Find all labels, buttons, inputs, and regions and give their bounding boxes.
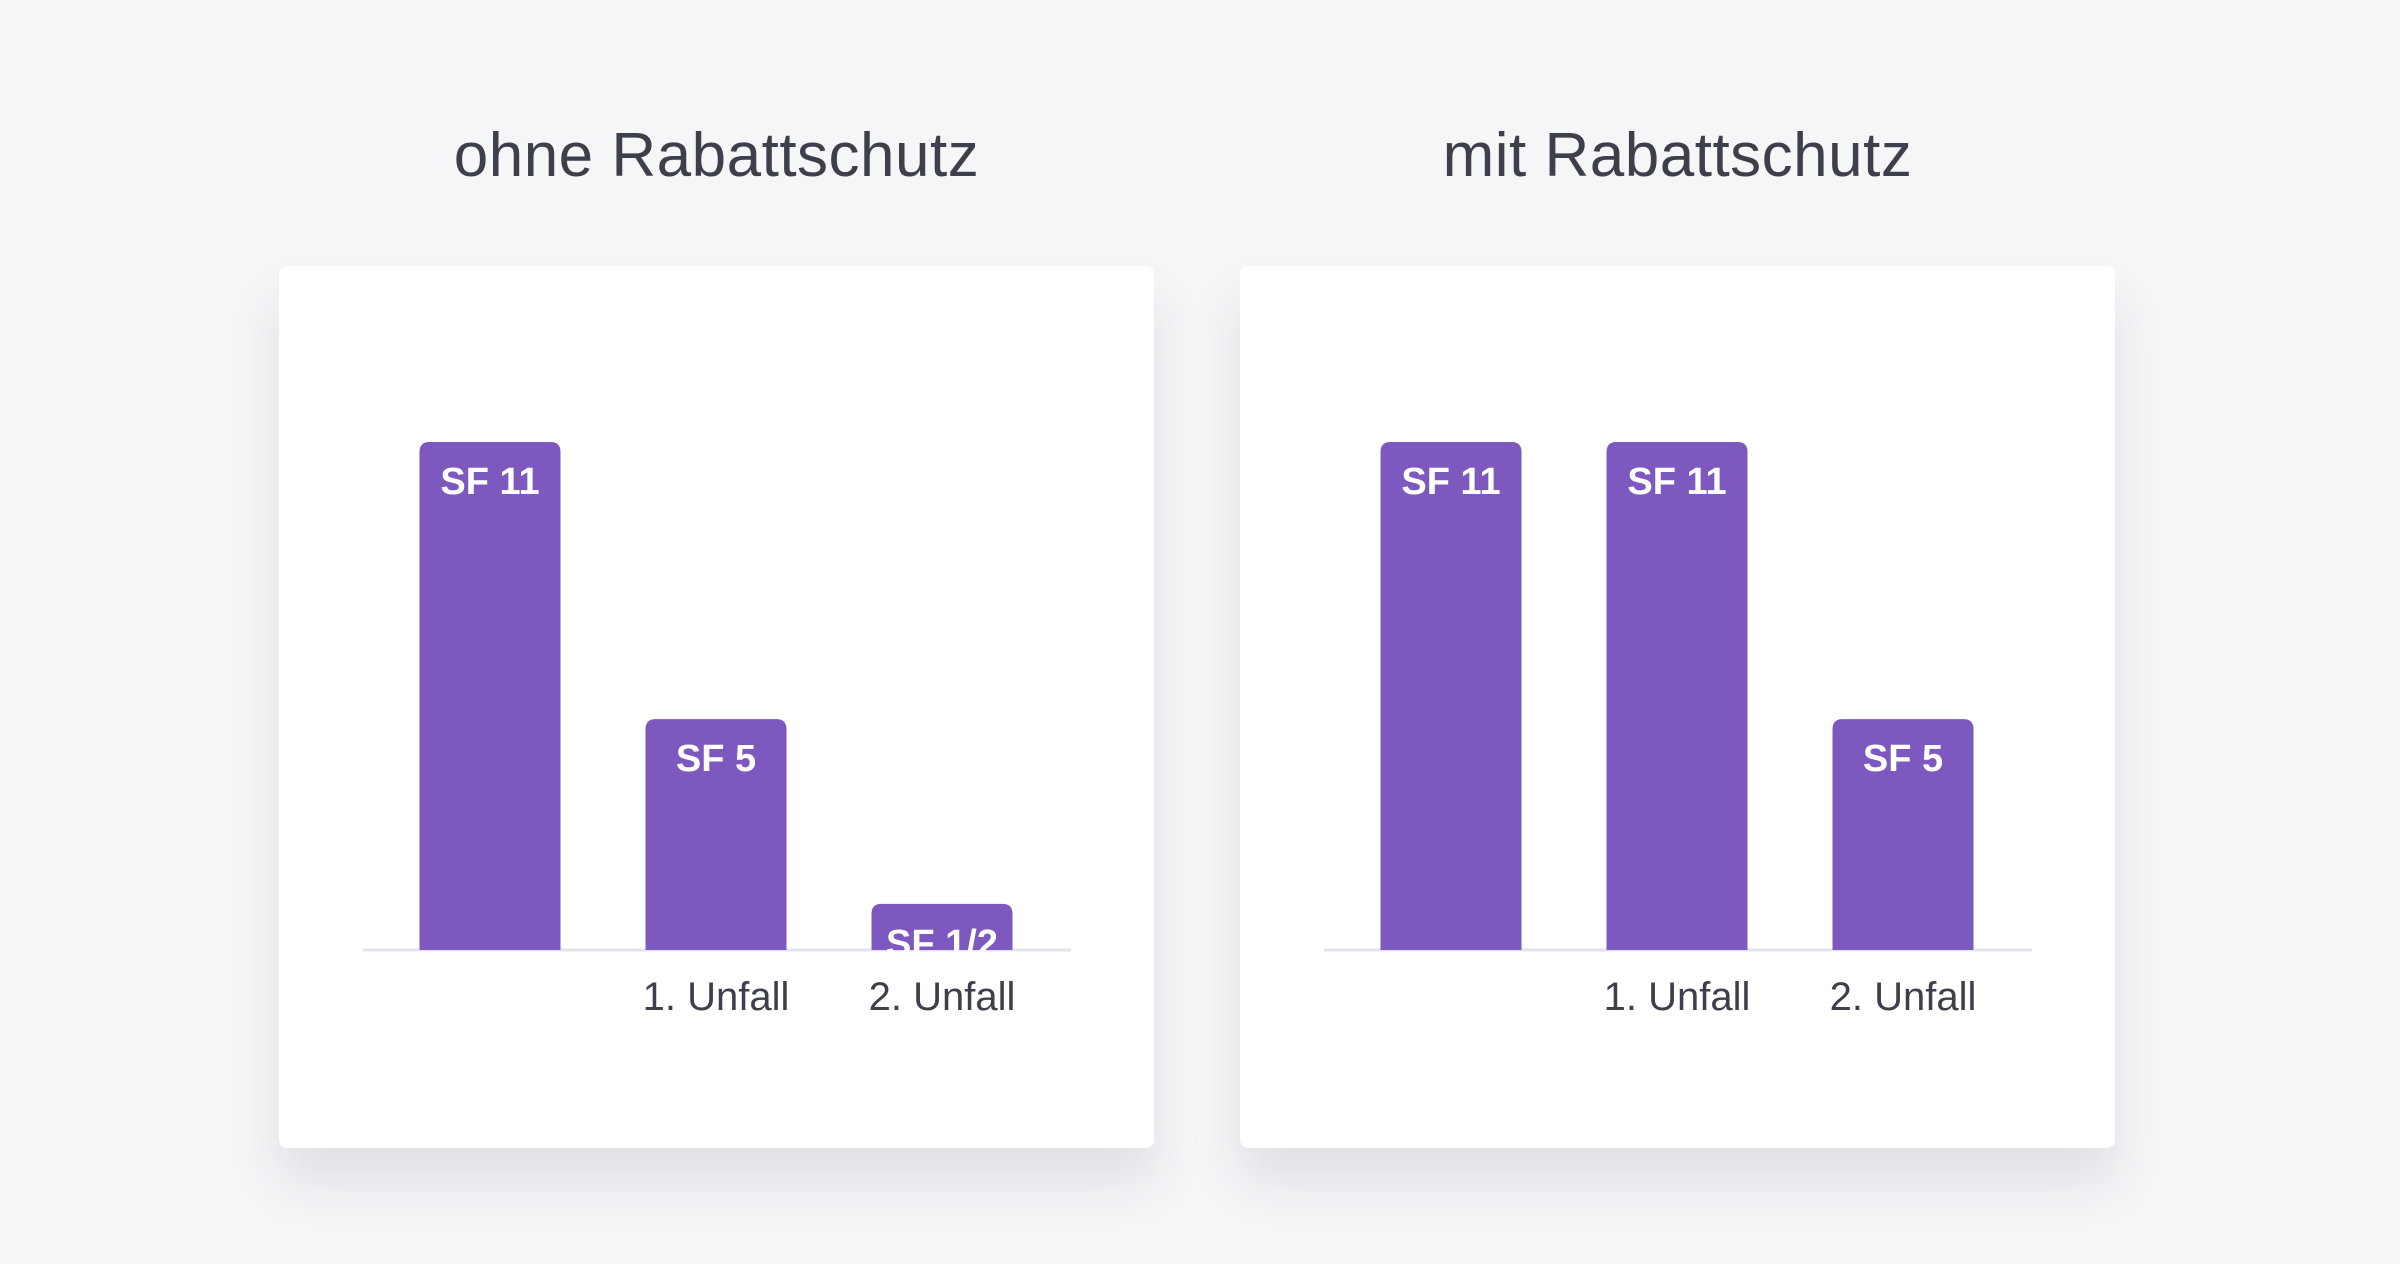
bar-value-label-1: SF 11 [1401, 461, 1500, 503]
bar-3 [871, 903, 1013, 950]
bar-value-label-2: SF 5 [676, 738, 756, 780]
category-label-3: 2. Unfall [1830, 975, 1977, 1019]
bar-value-label-1: SF 11 [440, 461, 539, 503]
bar-value-label-3: SF 1/2 [886, 923, 998, 965]
bar-value-label-3: SF 5 [1863, 738, 1943, 780]
chart-title-ohne-rabattschutz: ohne Rabattschutz [453, 121, 980, 190]
category-label-3: 2. Unfall [869, 975, 1016, 1019]
chart-card-ohne-rabattschutz: SF 11 SF 5 1. Unfall SF 1/2 2. Unfall [279, 266, 1154, 1148]
chart-card-mit-rabattschutz: SF 11 SF 11 1. Unfall SF 5 2. Unfall [1240, 266, 2115, 1148]
bar-1 [419, 442, 561, 950]
bar-chart-ohne-rabattschutz: SF 11 SF 5 1. Unfall SF 1/2 2. Unfall [363, 442, 1071, 1019]
bar-1 [1380, 442, 1522, 950]
bar-chart-mit-rabattschutz: SF 11 SF 11 1. Unfall SF 5 2. Unfall [1324, 442, 2032, 1019]
chart-title-mit-rabattschutz: mit Rabattschutz [1442, 121, 1913, 190]
bar-value-label-2: SF 11 [1627, 461, 1726, 503]
bar-2 [1606, 442, 1748, 950]
bar-2 [645, 719, 787, 950]
bar-3 [1832, 719, 1974, 950]
category-label-2: 1. Unfall [1604, 975, 1751, 1019]
category-label-2: 1. Unfall [643, 975, 790, 1019]
